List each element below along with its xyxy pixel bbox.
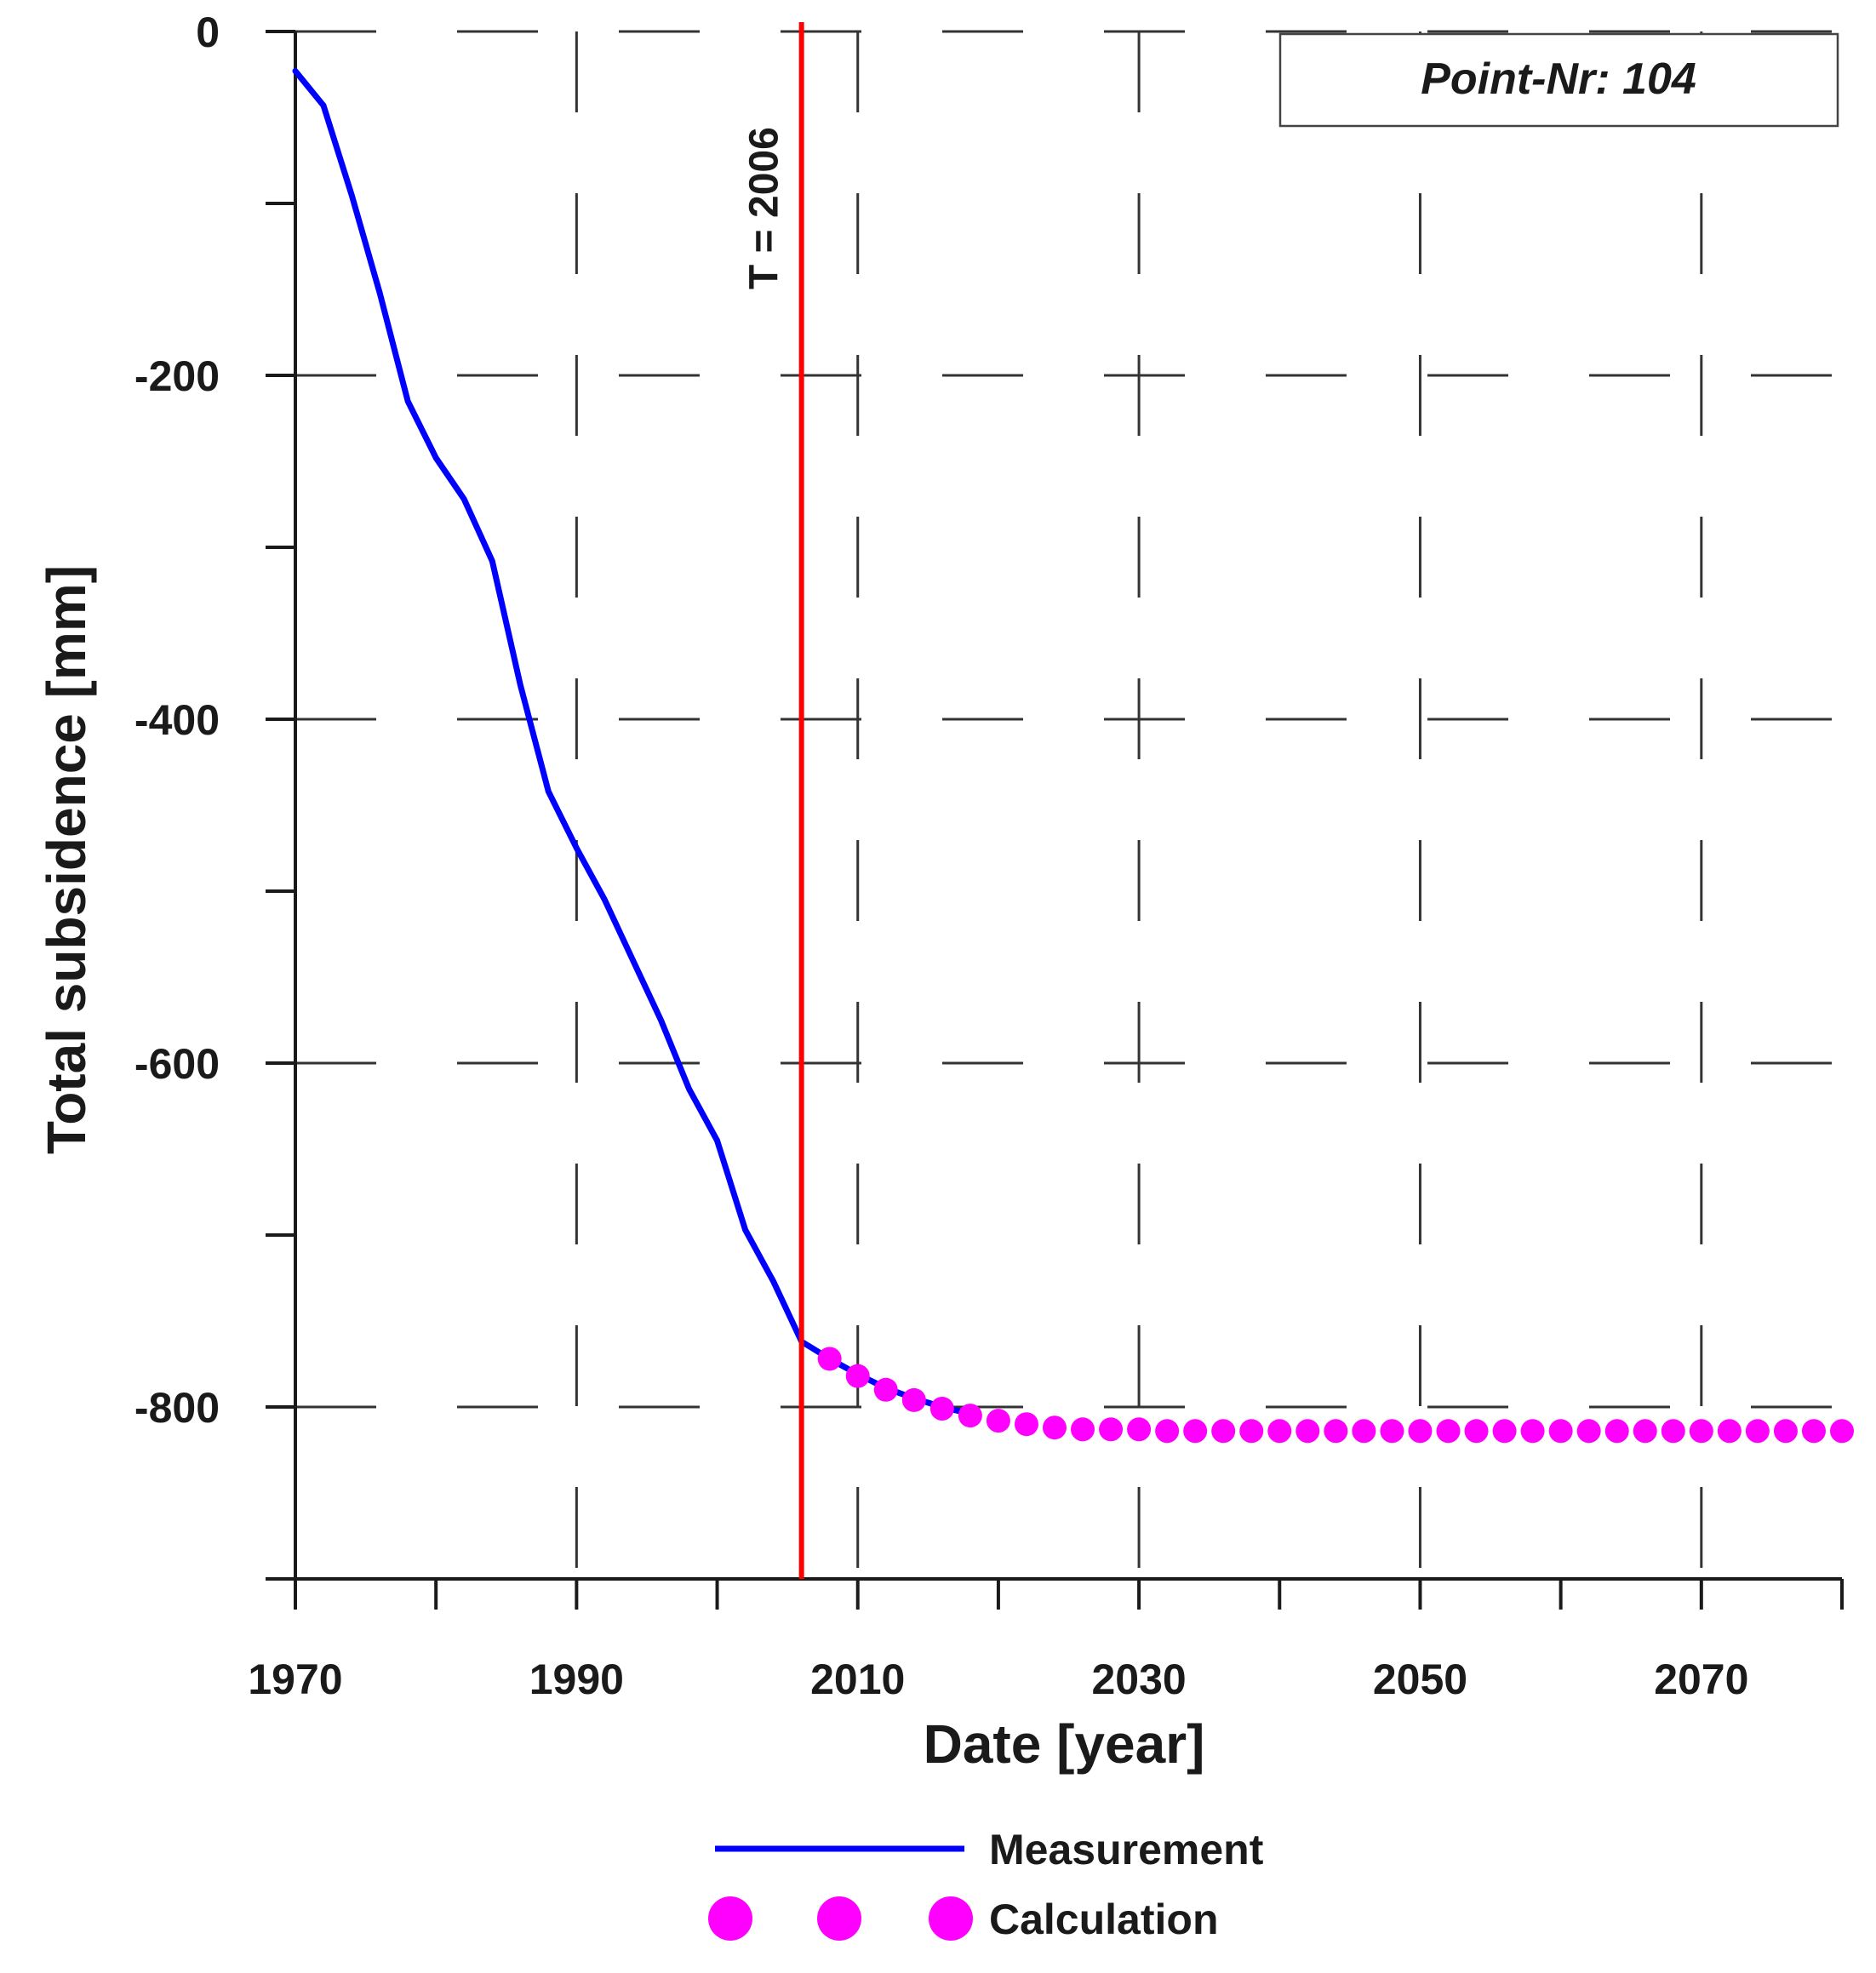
point-annotation-box [1278,32,1839,128]
grid-lines [295,30,1842,1579]
x-tick-label: 2030 [1091,1656,1186,1703]
calculation-point [1295,1419,1320,1444]
measurement-line [292,68,974,1417]
calculation-point [1183,1419,1208,1444]
calculation-point [1352,1419,1376,1444]
x-tick-label: 2070 [1654,1656,1748,1703]
legend: Measurement Calculation [708,1826,1264,1943]
x-tick-label: 2050 [1373,1656,1467,1703]
legend-calculation-marker [708,1896,752,1941]
calculation-point [1548,1419,1573,1444]
legend-calculation-marker [929,1896,973,1941]
vertical-marker: T = 2006 [742,22,804,1579]
y-tick-label: -400 [134,696,220,744]
calculation-point [1745,1419,1770,1444]
calculation-point [1520,1419,1545,1444]
calculation-point [1464,1419,1489,1444]
y-tick-label: -600 [134,1040,220,1088]
calculation-point [1042,1415,1067,1440]
calculation-point [1801,1419,1826,1444]
calculation-point [873,1377,898,1402]
calculation-point [1576,1419,1601,1444]
calculation-point [986,1409,1010,1433]
calculation-point [1604,1419,1629,1444]
calculation-point [1071,1417,1095,1442]
data-series [292,68,1854,1444]
calculation-point [1633,1419,1657,1444]
y-tick-label: 0 [196,9,220,56]
legend-calculation-marker [817,1896,861,1941]
calculation-point [1099,1417,1124,1442]
calculation-point [1211,1419,1236,1444]
vertical-marker-label: T = 2006 [742,127,787,289]
calculation-point [1773,1419,1798,1444]
calculation-point [1830,1419,1854,1444]
calculation-point [958,1404,982,1428]
x-tick-label: 1990 [529,1656,624,1703]
calculation-point [1492,1419,1517,1444]
point-annotation: Point-Nr: 104 [1278,32,1839,128]
y-tick-label: -800 [134,1384,220,1432]
x-axis-title: Date [year] [924,1713,1205,1775]
calculation-point [1436,1419,1461,1444]
calculation-point [817,1347,842,1371]
axis-ticks: 0 -200 -400 -600 -800 1970 1990 2010 2030 2050 207… [134,9,1844,1703]
calculation-point [1014,1412,1038,1437]
y-axis-title: Total subsidence [mm] [36,565,97,1154]
calculation-point [1717,1419,1742,1444]
x-tick-label: 1970 [248,1656,342,1703]
calculation-point [1267,1419,1292,1444]
calculation-point [1408,1419,1433,1444]
calculation-point [1661,1419,1685,1444]
x-tick-label: 2010 [810,1656,905,1703]
legend-calculation-label: Calculation [989,1896,1218,1943]
calculation-point [1324,1419,1348,1444]
calculation-point [1155,1419,1180,1444]
calculation-point [1239,1419,1264,1444]
calculation-point [1127,1417,1152,1442]
calculation-point [845,1364,870,1388]
calculation-point [1380,1419,1404,1444]
calculation-point [929,1397,954,1421]
point-annotation-label: Point-Nr: 104 [1421,54,1696,104]
axes [266,31,1842,1581]
legend-measurement-label: Measurement [989,1826,1264,1873]
y-tick-label: -200 [134,352,220,400]
calculation-point [901,1387,926,1412]
calculation-point [1689,1419,1713,1444]
